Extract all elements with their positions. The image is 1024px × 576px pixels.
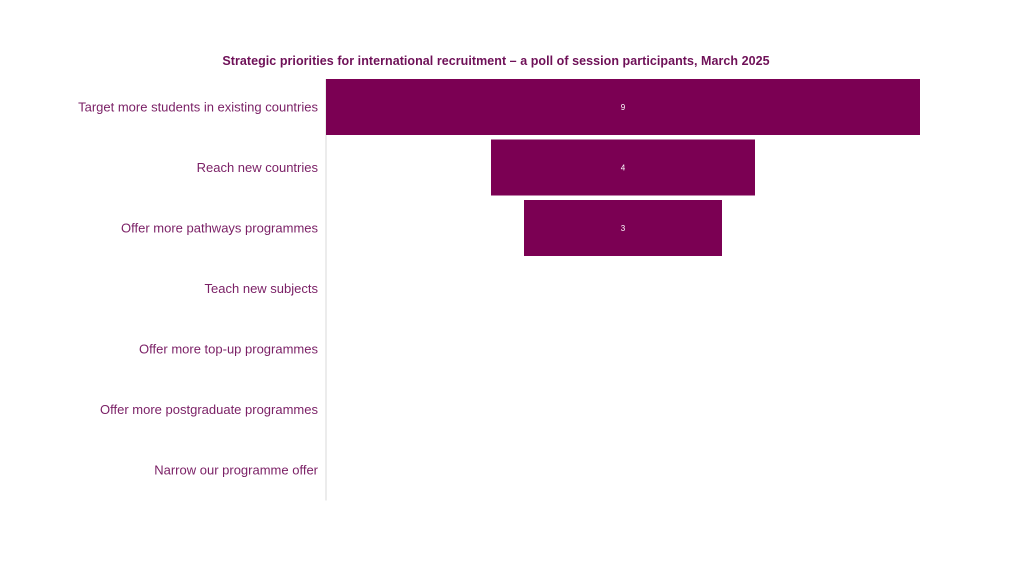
- category-label: Offer more top-up programmes: [139, 342, 318, 357]
- category-label: Offer more postgraduate programmes: [100, 402, 318, 417]
- funnel-bar: [326, 79, 920, 135]
- bars-group: [326, 79, 920, 256]
- bar-value-label: 3: [621, 224, 626, 233]
- category-label: Teach new subjects: [205, 281, 319, 296]
- category-labels-group: Target more students in existing countri…: [78, 100, 319, 478]
- category-label: Target more students in existing countri…: [78, 100, 318, 115]
- category-label: Reach new countries: [197, 160, 319, 175]
- funnel-bar: [491, 139, 755, 196]
- category-label: Offer more pathways programmes: [121, 221, 318, 236]
- funnel-bar: [524, 200, 722, 256]
- bar-value-label: 9: [621, 103, 626, 112]
- bar-value-label: 4: [621, 164, 626, 173]
- value-labels-group: 9 4 3: [621, 103, 626, 233]
- chart-title: Strategic priorities for international r…: [222, 54, 770, 68]
- category-label: Narrow our programme offer: [154, 463, 318, 478]
